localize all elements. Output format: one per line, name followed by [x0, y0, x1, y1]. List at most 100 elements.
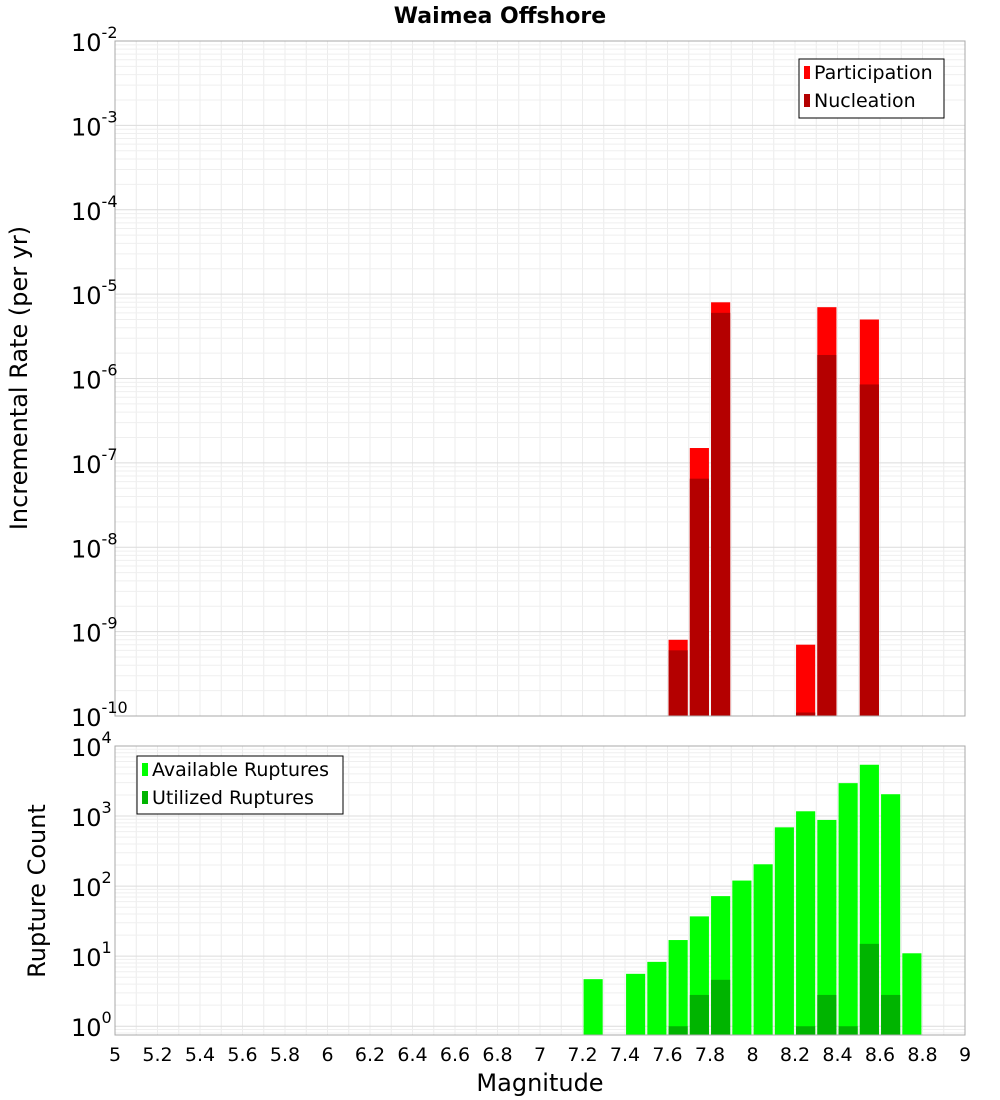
legend-label: Utilized Ruptures — [152, 787, 314, 809]
legend-label: Available Ruptures — [152, 759, 329, 781]
top-y-axis-label: Incremental Rate (per yr) — [5, 226, 33, 530]
y-tick-label: 10-10 — [71, 698, 128, 732]
y-tick-base: 10 — [71, 874, 102, 902]
x-tick-label: 5.6 — [227, 1044, 257, 1066]
y-tick-exponent: 2 — [102, 868, 112, 887]
y-tick-base: 10 — [71, 944, 102, 972]
x-tick-label: 8.2 — [780, 1044, 810, 1066]
x-tick-label: 6.8 — [482, 1044, 512, 1066]
bar-available-ruptures — [647, 961, 667, 1035]
legend-box — [136, 755, 344, 815]
bar-participation — [796, 644, 816, 716]
y-tick-exponent: 1 — [102, 938, 112, 957]
bar-nucleation — [859, 384, 879, 716]
bar-available-ruptures — [774, 827, 794, 1035]
bar-nucleation — [711, 312, 731, 716]
x-axis-label: Magnitude — [476, 1069, 603, 1097]
y-tick-label: 100 — [71, 1008, 112, 1042]
bar-nucleation — [796, 712, 816, 716]
y-tick-exponent: -4 — [102, 192, 118, 211]
y-tick-base: 10 — [71, 535, 102, 563]
legend-label: Participation — [814, 62, 933, 84]
x-tick-label: 7 — [534, 1044, 546, 1066]
rate-panel: 10-210-310-410-510-610-710-810-910-10Par… — [71, 23, 966, 732]
y-tick-exponent: -9 — [102, 614, 118, 633]
y-tick-exponent: -7 — [102, 445, 118, 464]
bar-available-ruptures — [668, 940, 688, 1035]
legend-swatch — [804, 94, 810, 107]
legend-label: Nucleation — [814, 90, 916, 112]
y-tick-label: 10-8 — [71, 529, 118, 563]
bar-available-ruptures — [753, 864, 773, 1035]
x-tick-label: 7.6 — [652, 1044, 682, 1066]
x-tick-label: 6.6 — [440, 1044, 470, 1066]
bottom-y-axis-label: Rupture Count — [23, 804, 51, 978]
y-tick-base: 10 — [71, 704, 102, 732]
y-tick-exponent: 3 — [102, 798, 112, 817]
plot-border — [114, 745, 966, 1036]
bar-available-ruptures — [583, 979, 603, 1035]
bar-available-ruptures — [838, 783, 858, 1035]
bar-utilized-ruptures — [881, 994, 901, 1035]
y-tick-base: 10 — [71, 804, 102, 832]
bar-nucleation — [817, 354, 837, 716]
x-tick-label: 8 — [746, 1044, 758, 1066]
y-tick-exponent: 0 — [102, 1008, 112, 1027]
x-tick-label: 7.2 — [567, 1044, 597, 1066]
chart-title: Waimea Offshore — [394, 4, 606, 29]
y-tick-label: 10-2 — [71, 23, 118, 57]
bar-available-ruptures — [881, 794, 901, 1035]
bar-utilized-ruptures — [838, 1026, 858, 1035]
y-tick-base: 10 — [71, 282, 102, 310]
y-tick-exponent: -8 — [102, 529, 118, 548]
x-tick-label: 6.4 — [397, 1044, 427, 1066]
y-tick-base: 10 — [71, 451, 102, 479]
bar-utilized-ruptures — [859, 943, 879, 1035]
bar-utilized-ruptures — [689, 994, 709, 1035]
legend-swatch — [142, 763, 148, 776]
x-tick-label: 5.8 — [270, 1044, 300, 1066]
x-tick-label: 8.6 — [865, 1044, 895, 1066]
y-tick-label: 104 — [71, 728, 112, 762]
x-tick-label: 7.8 — [695, 1044, 725, 1066]
bar-available-ruptures — [817, 819, 837, 1035]
y-tick-label: 101 — [71, 938, 112, 972]
bar-utilized-ruptures — [668, 1026, 688, 1035]
y-tick-label: 103 — [71, 798, 112, 832]
y-tick-label: 10-6 — [71, 361, 118, 395]
x-tick-label: 8.8 — [907, 1044, 937, 1066]
bar-available-ruptures — [732, 880, 752, 1035]
y-tick-exponent: -3 — [102, 107, 118, 126]
legend-swatch — [142, 791, 148, 804]
bar-available-ruptures — [902, 953, 922, 1035]
y-tick-label: 10-5 — [71, 276, 118, 310]
x-tick-label: 5.4 — [185, 1044, 215, 1066]
y-tick-exponent: -6 — [102, 361, 118, 380]
y-tick-label: 10-9 — [71, 614, 118, 648]
y-tick-label: 10-7 — [71, 445, 118, 479]
bar-nucleation — [689, 478, 709, 716]
bar-utilized-ruptures — [796, 1026, 816, 1035]
y-tick-base: 10 — [71, 29, 102, 57]
bar-available-ruptures — [626, 973, 646, 1035]
x-tick-label: 5.2 — [142, 1044, 172, 1066]
y-tick-base: 10 — [71, 113, 102, 141]
y-tick-label: 102 — [71, 868, 112, 902]
y-tick-label: 10-3 — [71, 107, 118, 141]
y-tick-exponent: -5 — [102, 276, 118, 295]
y-tick-exponent: -10 — [102, 698, 128, 717]
y-tick-base: 10 — [71, 1014, 102, 1042]
x-tick-label: 5 — [109, 1044, 121, 1066]
bar-available-ruptures — [796, 811, 816, 1035]
x-tick-label: 9 — [959, 1044, 971, 1066]
x-tick-label: 7.4 — [610, 1044, 640, 1066]
y-tick-label: 10-4 — [71, 192, 118, 226]
legend-box — [798, 58, 945, 119]
x-tick-label: 6 — [321, 1044, 333, 1066]
bar-nucleation — [668, 650, 688, 716]
y-tick-exponent: -2 — [102, 23, 118, 42]
bar-utilized-ruptures — [817, 994, 837, 1035]
y-tick-base: 10 — [71, 367, 102, 395]
